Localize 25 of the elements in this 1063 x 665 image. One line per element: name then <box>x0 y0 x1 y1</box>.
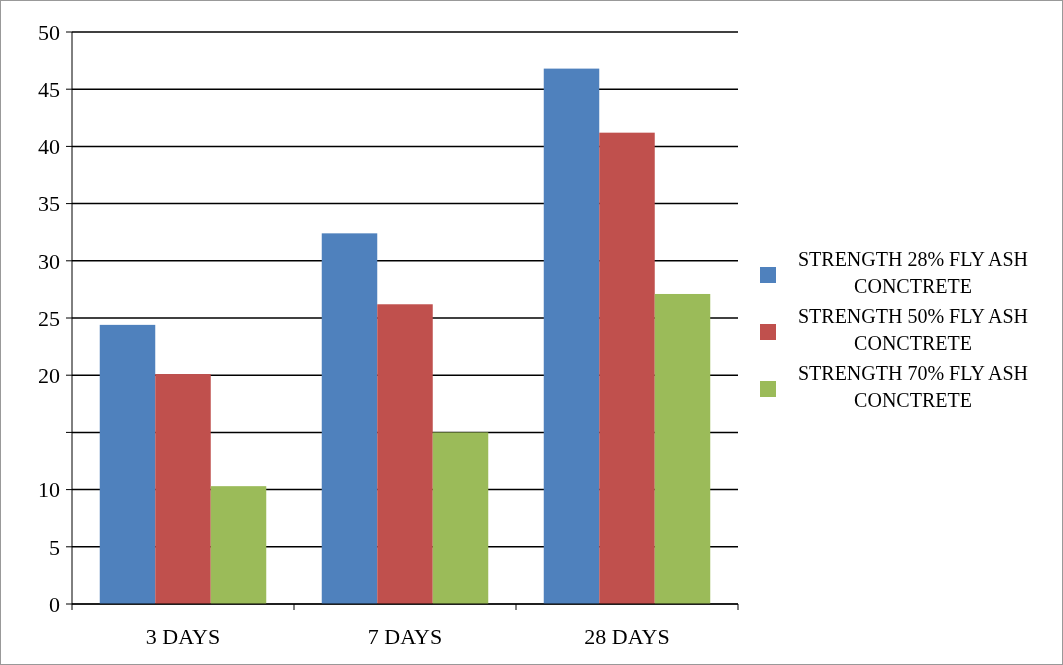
bar <box>321 233 378 604</box>
bar <box>155 374 211 604</box>
y-tick-label: 25 <box>38 305 60 331</box>
legend-label: STRENGTH 28% FLY ASH CONCTRETE <box>797 248 1029 297</box>
y-tick-label: 0 <box>49 591 60 617</box>
bar <box>654 293 711 604</box>
y-tick-label: 5 <box>49 534 60 560</box>
y-tick-label: 35 <box>38 191 60 217</box>
y-tick-label: 10 <box>38 477 60 503</box>
legend-label: STRENGTH 50% FLY ASH CONCTRETE <box>797 305 1029 354</box>
bar <box>210 486 267 604</box>
y-tick-label: 40 <box>38 134 60 160</box>
bar <box>377 304 433 604</box>
x-tick-label: 28 DAYS <box>584 624 670 649</box>
x-tick-label: 3 DAYS <box>145 624 221 649</box>
y-tick-label: 20 <box>38 362 60 388</box>
bar <box>432 432 489 604</box>
y-tick-label: 50 <box>38 19 60 45</box>
bar <box>543 68 600 604</box>
x-tick-label: 7 DAYS <box>367 624 443 649</box>
bar <box>99 324 156 604</box>
bar <box>599 132 655 604</box>
y-tick-label: 30 <box>38 248 60 274</box>
y-tick-label: 45 <box>38 76 60 102</box>
legend-label: STRENGTH 70% FLY ASH CONCTRETE <box>797 362 1029 411</box>
